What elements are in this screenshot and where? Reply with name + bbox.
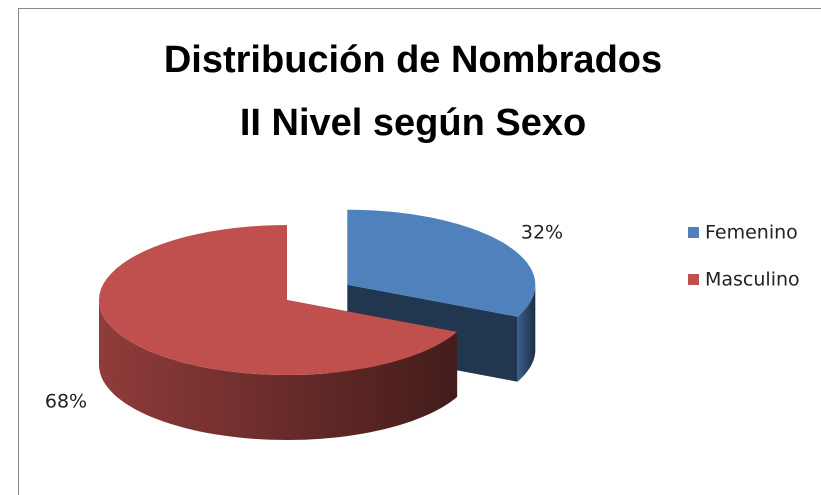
- legend-label: Masculino: [705, 269, 800, 291]
- slice: [347, 209, 536, 317]
- data-label: 32%: [521, 222, 563, 244]
- slice: [99, 225, 458, 375]
- legend-swatch: [688, 274, 699, 285]
- data-label: 68%: [45, 391, 87, 413]
- chart-title: II Nivel según Sexo: [240, 102, 586, 144]
- slice-side: [99, 300, 458, 440]
- legend-label: Femenino: [705, 222, 798, 244]
- chart-title: Distribución de Nombrados: [164, 39, 662, 81]
- slice-side: [517, 284, 536, 382]
- legend-swatch: [688, 227, 699, 238]
